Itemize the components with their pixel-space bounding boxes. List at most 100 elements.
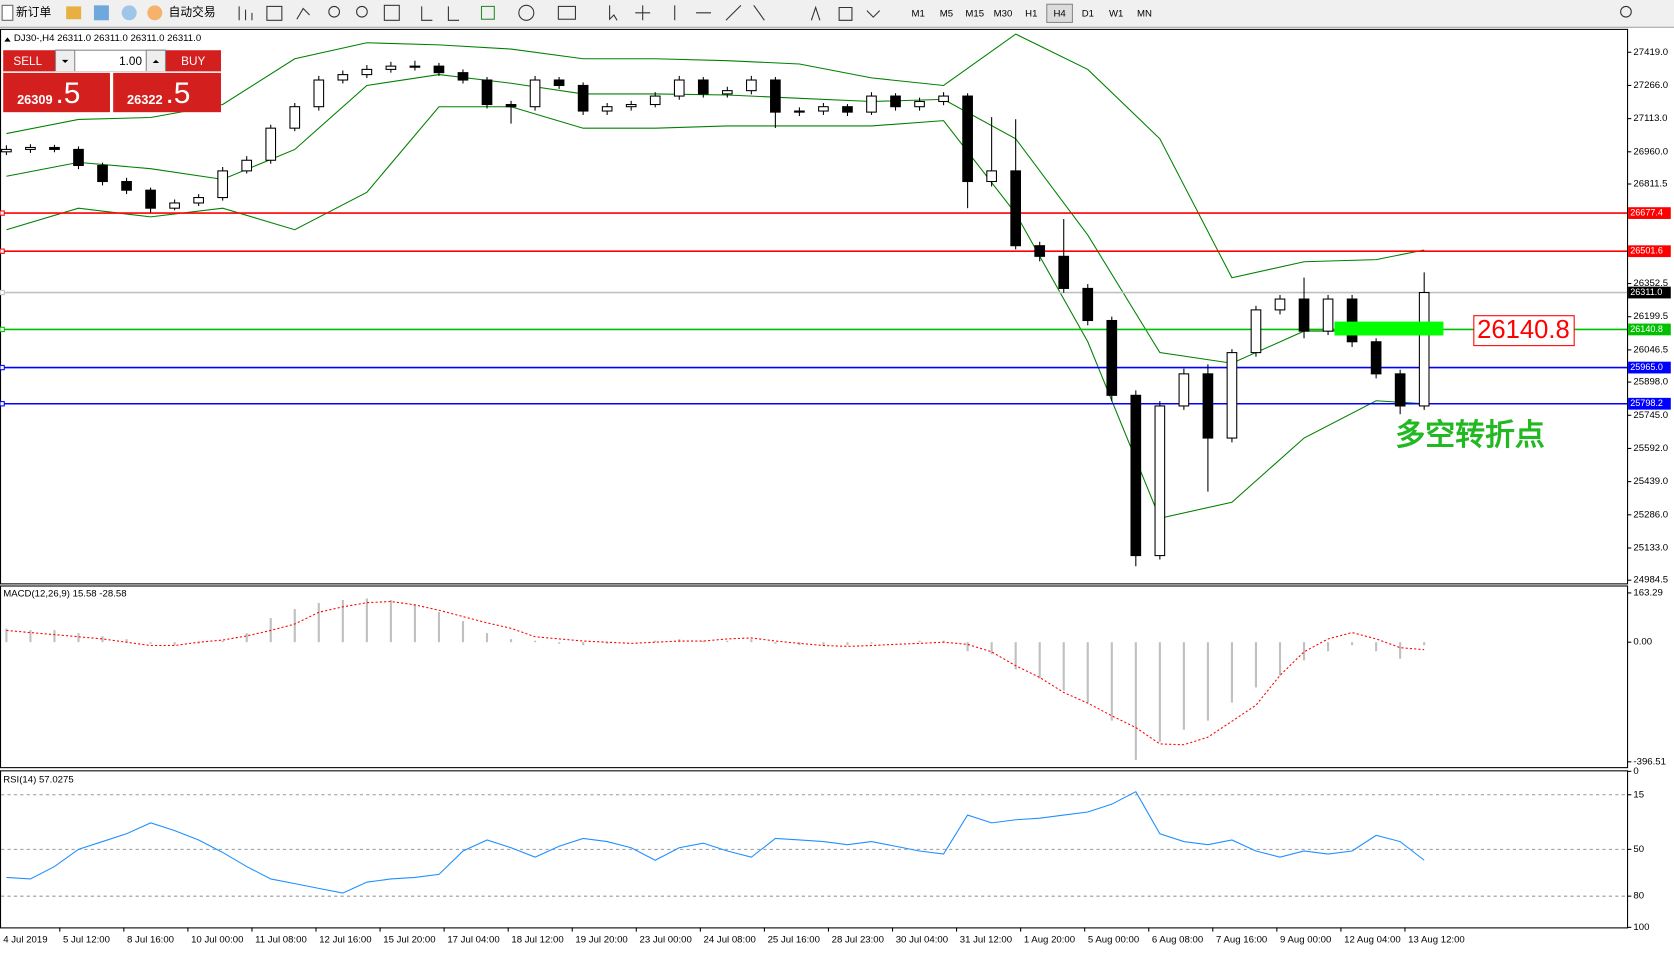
timeframe-button[interactable]: H4 (1053, 8, 1066, 19)
macd-panel-border (0, 585, 1629, 769)
price-tag (1628, 286, 1671, 299)
price-tag (1628, 397, 1671, 410)
buy-label[interactable]: BUY (181, 55, 205, 68)
y-tick-label: -396.51 (1633, 756, 1666, 767)
timeframe-button[interactable]: D1 (1082, 8, 1094, 19)
icon[interactable] (609, 5, 618, 21)
level-marker (0, 289, 5, 296)
candle-body (457, 72, 469, 81)
icon[interactable] (328, 5, 341, 18)
x-tick-label: 8 Jul 16:00 (127, 935, 174, 946)
sell-label[interactable]: SELL (13, 55, 42, 68)
timeframe-button[interactable]: M30 (994, 8, 1013, 19)
candle-body (313, 79, 325, 108)
y-tick-label: 0.00 (1633, 637, 1652, 648)
candle-body (49, 146, 60, 150)
tool-icons (238, 4, 1632, 21)
lot-value[interactable]: 1.00 (119, 55, 142, 68)
candle-body (337, 74, 349, 81)
price-tag-label: 26501.6 (1630, 246, 1663, 256)
icon (1, 4, 14, 21)
timeframe-button[interactable]: M5 (940, 8, 953, 19)
toolbar: 新订单 自动交易 M1 M5 M15 M30 H1 H4 D1 W1 MN (0, 0, 1674, 28)
price-tag (1628, 323, 1671, 336)
y-tick-label: 26046.5 (1633, 344, 1668, 355)
y-tick-label: 0 (1633, 766, 1638, 777)
y-tick-label: 15 (1633, 789, 1644, 800)
y-tick-label: 100 (1633, 922, 1649, 933)
y-tick-label: 24984.5 (1633, 575, 1668, 586)
chart-header: DJ30-,H4 26311.0 26311.0 26311.0 26311.0 (14, 33, 201, 44)
level-marker (0, 364, 5, 371)
icon[interactable] (66, 6, 82, 20)
bid-price: 26309 (17, 92, 53, 107)
price-tag-label: 26677.4 (1630, 207, 1663, 217)
candle-body (721, 90, 733, 95)
price-callout-box (1473, 315, 1575, 347)
candle-body (673, 79, 685, 97)
x-tick-label: 19 Jul 20:00 (575, 935, 627, 946)
candle-body (529, 79, 541, 108)
active-timeframe (1046, 3, 1073, 23)
y-tick-label: 27266.0 (1633, 80, 1668, 91)
price-tag-label: 25798.2 (1630, 398, 1663, 408)
icon[interactable] (518, 4, 535, 21)
candle-body (169, 202, 180, 209)
timeframe-button[interactable]: M1 (911, 8, 924, 19)
icon[interactable] (93, 5, 109, 21)
candle-body (1394, 373, 1406, 407)
candle-body (1058, 255, 1070, 289)
y-tick-label: 25592.0 (1633, 443, 1668, 454)
candle-body (1154, 405, 1166, 557)
y-tick-label: 26352.5 (1633, 278, 1668, 289)
price-tag-label: 25965.0 (1630, 362, 1663, 372)
icon[interactable] (674, 4, 881, 21)
candle-body (986, 170, 997, 183)
candle-body (1298, 298, 1310, 332)
icon[interactable] (266, 5, 283, 21)
candle-body (697, 79, 709, 95)
icon[interactable] (296, 7, 310, 20)
icon[interactable] (356, 5, 368, 18)
x-tick-label: 13 Aug 12:00 (1408, 935, 1465, 946)
main-panel-border (0, 28, 1629, 585)
icon[interactable] (635, 5, 651, 21)
icon[interactable] (557, 5, 576, 20)
candle-body (385, 65, 397, 70)
new-order-button[interactable]: 新订单 (1, 4, 51, 21)
y-tick-label: 27419.0 (1633, 47, 1668, 58)
y-tick-label: 50 (1633, 844, 1644, 855)
x-tick-label: 18 Jul 12:00 (511, 935, 563, 946)
x-tick-label: 31 Jul 12:00 (960, 935, 1012, 946)
icon[interactable] (238, 6, 253, 21)
price-tag-label: 26311.0 (1630, 287, 1662, 297)
candle-body (649, 95, 661, 106)
icon[interactable] (480, 5, 495, 20)
icon[interactable] (383, 4, 400, 21)
rsi-line (6, 790, 1425, 894)
bid-fraction: .5 (56, 77, 81, 110)
button-label: 新订单 (16, 5, 51, 19)
timeframe-button[interactable]: M15 (965, 8, 984, 19)
candle-body (289, 106, 301, 129)
toolbar-bg (0, 0, 1674, 28)
candle-body (25, 146, 36, 150)
y-tick-label: 25898.0 (1633, 377, 1668, 388)
timeframe-bar: M1 M5 M15 M30 H1 H4 D1 W1 MN (911, 3, 1152, 23)
icon[interactable] (421, 6, 460, 21)
candle-body (361, 68, 373, 76)
timeframe-button[interactable]: H1 (1025, 8, 1037, 19)
x-tick-label: 4 Jul 2019 (3, 935, 47, 946)
candle-body (625, 103, 637, 108)
candle-body (73, 148, 84, 166)
timeframe-button[interactable]: MN (1137, 8, 1152, 19)
rsi-label: RSI(14) 57.0275 (3, 774, 73, 785)
auto-trade-button[interactable]: 自动交易 (147, 5, 216, 21)
x-tick-label: 1 Aug 20:00 (1024, 935, 1075, 946)
x-tick-label: 12 Jul 16:00 (319, 935, 371, 946)
timeframe-button[interactable]: W1 (1109, 8, 1123, 19)
icon[interactable] (121, 5, 137, 21)
icon[interactable] (1620, 5, 1632, 18)
candle-body (409, 65, 421, 68)
